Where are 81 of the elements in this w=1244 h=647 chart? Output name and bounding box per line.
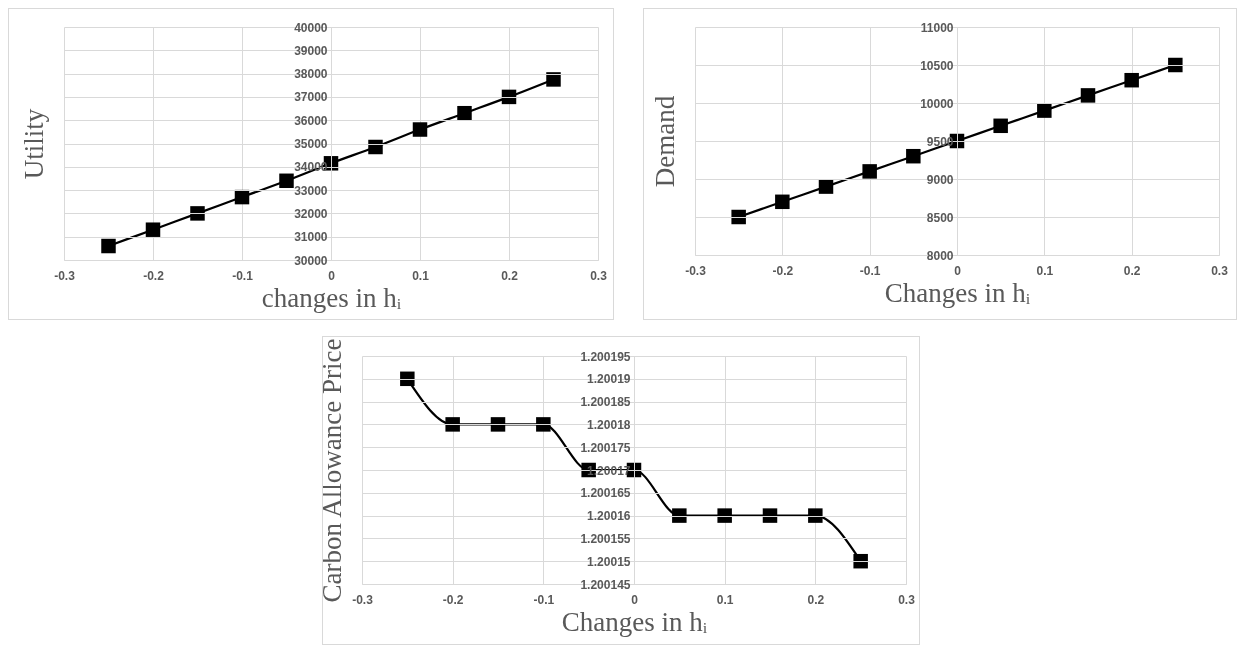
x-tick-label: -0.1 bbox=[859, 263, 881, 278]
y-tick-label: 9000 bbox=[926, 172, 954, 187]
point bbox=[279, 173, 294, 189]
point bbox=[490, 417, 506, 432]
x-tick-label: 0.2 bbox=[807, 592, 825, 607]
point bbox=[853, 553, 868, 569]
x-axis-title: changes in hᵢ bbox=[261, 282, 402, 313]
point bbox=[775, 194, 790, 210]
y-axis-title: Utility bbox=[18, 108, 49, 180]
point bbox=[808, 508, 823, 523]
x-axis-title: Changes in hᵢ bbox=[884, 277, 1031, 308]
y-tick-label: 35000 bbox=[294, 137, 328, 151]
y-tick-label: 38000 bbox=[294, 67, 328, 82]
y-axis-title: Demand bbox=[649, 95, 680, 188]
y-tick-label: 1.20016 bbox=[587, 509, 631, 524]
x-tick-label: 0.3 bbox=[898, 592, 916, 607]
y-tick-label: 37000 bbox=[294, 90, 328, 105]
point bbox=[672, 508, 687, 523]
x-tick-label: -0.1 bbox=[232, 268, 254, 283]
y-tick-label: 1.200195 bbox=[580, 349, 631, 364]
y-tick-label: 10500 bbox=[920, 58, 954, 73]
y-tick-label: 9500 bbox=[926, 134, 954, 149]
y-tick-label: 40000 bbox=[294, 20, 328, 35]
y-tick-label: 32000 bbox=[294, 206, 328, 221]
y-tick-label: 39000 bbox=[294, 43, 328, 58]
point bbox=[400, 371, 415, 387]
x-tick-label: 0 bbox=[328, 268, 336, 283]
point bbox=[457, 105, 472, 121]
x-tick-label: -0.3 bbox=[685, 263, 707, 278]
x-tick-label: 0.1 bbox=[716, 592, 734, 607]
y-tick-label: 30000 bbox=[294, 253, 328, 268]
x-tick-label: 0 bbox=[954, 263, 962, 278]
y-tick-label: 1.200165 bbox=[580, 486, 631, 501]
y-tick-label: 1.200185 bbox=[580, 395, 631, 410]
y-tick-label: 8000 bbox=[926, 248, 954, 263]
x-tick-label: 0.2 bbox=[501, 268, 519, 283]
x-tick-label: 0 bbox=[631, 592, 639, 607]
point bbox=[1168, 57, 1183, 73]
x-tick-label: 0.3 bbox=[590, 268, 608, 283]
point bbox=[1037, 103, 1052, 118]
point bbox=[993, 118, 1008, 134]
point bbox=[412, 122, 428, 137]
point bbox=[145, 222, 161, 237]
y-tick-label: 1.20015 bbox=[587, 554, 631, 569]
y-tick-label: 10000 bbox=[920, 96, 954, 111]
point bbox=[1124, 72, 1139, 88]
point bbox=[101, 238, 116, 254]
point bbox=[717, 508, 732, 523]
point bbox=[906, 148, 921, 164]
point bbox=[546, 72, 561, 87]
y-tick-label: 1.20018 bbox=[587, 417, 631, 432]
y-tick-label: 1.200155 bbox=[580, 531, 631, 546]
point bbox=[445, 417, 460, 432]
point bbox=[862, 164, 877, 179]
point bbox=[731, 209, 746, 225]
x-tick-label: -0.2 bbox=[772, 263, 794, 278]
x-tick-label: -0.2 bbox=[442, 592, 464, 607]
x-tick-label: -0.3 bbox=[352, 592, 374, 607]
x-axis-title: Changes in hᵢ bbox=[561, 606, 708, 637]
x-tick-label: -0.2 bbox=[143, 268, 165, 283]
y-tick-label: 36000 bbox=[294, 113, 328, 128]
point bbox=[818, 179, 834, 194]
point bbox=[190, 206, 205, 221]
point bbox=[1080, 88, 1096, 103]
y-tick-label: 1.200145 bbox=[580, 577, 631, 592]
y-tick-label: 34000 bbox=[294, 160, 328, 175]
x-tick-label: 0.2 bbox=[1123, 263, 1141, 278]
point bbox=[762, 508, 778, 523]
point bbox=[368, 139, 383, 155]
x-tick-label: 0.1 bbox=[412, 268, 430, 283]
x-tick-label: -0.3 bbox=[54, 268, 76, 283]
y-tick-label: 33000 bbox=[294, 183, 328, 198]
x-tick-label: 0.1 bbox=[1036, 263, 1054, 278]
y-tick-label: 8500 bbox=[926, 210, 954, 225]
y-tick-label: 11000 bbox=[920, 20, 954, 35]
x-tick-label: -0.1 bbox=[533, 592, 555, 607]
y-tick-label: 1.20019 bbox=[587, 372, 631, 387]
x-tick-label: 0.3 bbox=[1211, 263, 1229, 278]
y-tick-label: 31000 bbox=[294, 230, 328, 245]
y-tick-label: 1.200175 bbox=[580, 440, 631, 455]
point bbox=[536, 417, 551, 432]
